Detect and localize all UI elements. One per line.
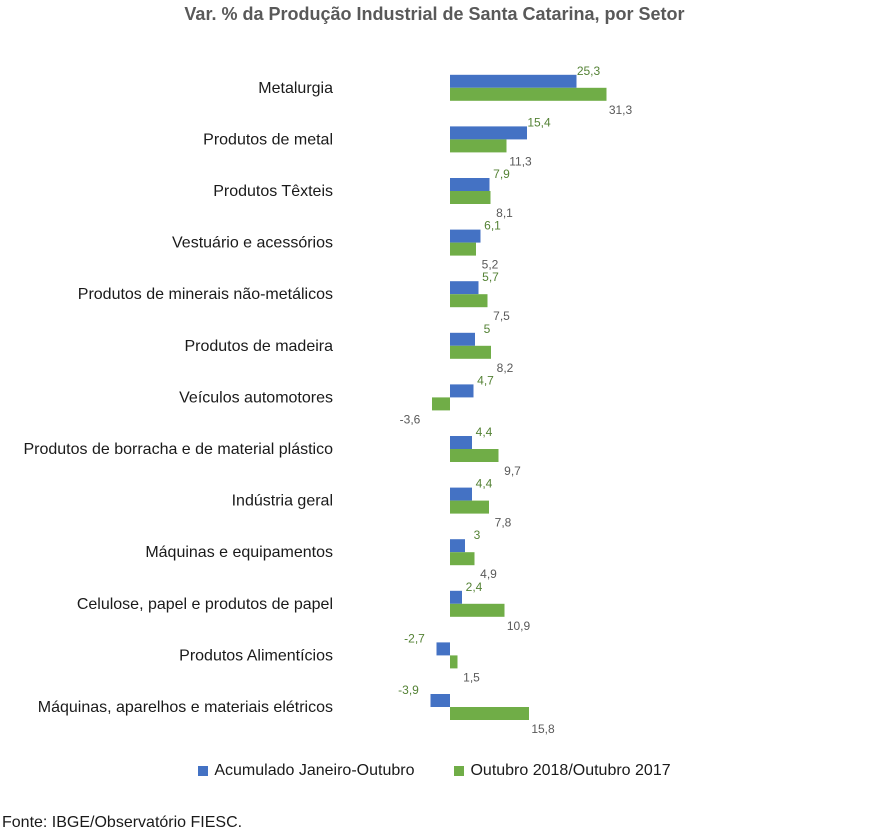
data-label-series-2: -3,6	[400, 412, 421, 426]
data-label-series-2: 5,2	[482, 258, 499, 272]
bar-series-1	[450, 590, 462, 604]
bar-series-1	[450, 487, 472, 501]
bar-series-2	[450, 655, 458, 669]
data-label-series-1: 2,4	[466, 580, 483, 594]
bar-series-1	[436, 642, 450, 656]
legend-label-series-2: Outubro 2018/Outubro 2017	[470, 762, 671, 779]
data-label-series-1: 4,4	[476, 425, 493, 439]
bar-series-2	[450, 242, 476, 256]
legend-item-series-2: Outubro 2018/Outubro 2017	[454, 762, 671, 780]
data-label-series-2: 15,8	[531, 722, 555, 736]
data-label-series-2: 11,3	[509, 154, 532, 168]
data-label-series-2: 8,2	[497, 361, 514, 375]
data-label-series-1: 3	[474, 528, 481, 542]
bar-series-1	[450, 229, 481, 243]
data-label-series-2: 7,8	[495, 516, 512, 530]
bar-series-1	[450, 126, 527, 140]
bar-series-2	[450, 500, 489, 514]
category-label: Produtos de minerais não-metálicos	[78, 286, 333, 303]
category-label: Máquinas e equipamentos	[145, 544, 333, 561]
category-label: Máquinas, aparelhos e materiais elétrico…	[38, 699, 333, 716]
bar-series-2	[450, 707, 529, 720]
category-label: Produtos de madeira	[184, 338, 333, 355]
data-label-series-1: -3,9	[398, 683, 419, 697]
category-label: Indústria geral	[232, 493, 333, 510]
bar-series-2	[450, 139, 507, 153]
data-label-series-1: 5,7	[482, 270, 499, 284]
legend: Acumulado Janeiro-Outubro Outubro 2018/O…	[0, 762, 869, 780]
data-label-series-2: 9,7	[504, 464, 521, 478]
category-label: Metalurgia	[258, 80, 333, 97]
bar-chart: Metalurgia 25,3 31,3 Produtos de metal 15,4 1…	[23, 64, 633, 736]
category-label: Produtos de metal	[203, 131, 333, 148]
bar-series-1	[450, 178, 490, 191]
category-label: Veículos automotores	[179, 389, 333, 406]
data-label-series-1: -2,7	[404, 631, 425, 645]
bar-series-2	[450, 603, 505, 617]
data-label-series-2: 1,5	[463, 670, 480, 684]
category-label: Produtos de borracha e de material plást…	[23, 441, 333, 458]
data-label-series-1: 5	[484, 322, 491, 336]
bar-series-1	[450, 539, 465, 553]
data-label-series-1: 4,4	[476, 477, 493, 491]
category-label: Celulose, papel e produtos de papel	[77, 596, 333, 613]
bar-series-2	[450, 87, 607, 101]
data-label-series-1: 25,3	[577, 64, 601, 78]
data-label-series-2: 4,9	[480, 567, 497, 581]
legend-swatch-series-1	[198, 766, 209, 776]
data-label-series-2: 8,1	[496, 206, 513, 220]
bar-series-2	[450, 345, 491, 359]
data-label-series-2: 10,9	[507, 619, 531, 633]
data-label-series-2: 31,3	[609, 103, 633, 117]
data-label-series-1: 4,7	[477, 373, 494, 387]
data-label-series-1: 7,9	[493, 167, 510, 181]
chart-title: Var. % da Produção Industrial de Santa C…	[184, 4, 685, 24]
bar-series-1	[430, 694, 450, 707]
category-label: Produtos Têxteis	[213, 183, 333, 200]
data-label-series-1: 15,4	[527, 115, 551, 129]
legend-label-series-1: Acumulado Janeiro-Outubro	[214, 762, 415, 779]
data-label-series-2: 7,5	[493, 309, 510, 323]
bar-series-2	[450, 449, 499, 462]
legend-swatch-series-2	[454, 766, 465, 776]
bar-series-2	[450, 191, 491, 204]
bar-series-2	[450, 294, 488, 308]
source-note: Fonte: IBGE/Observatório FIESC.	[2, 814, 243, 831]
bar-series-2	[450, 552, 475, 566]
category-label: Produtos Alimentícios	[179, 647, 333, 664]
legend-item-series-1: Acumulado Janeiro-Outubro	[198, 762, 414, 780]
category-label: Vestuário e acessórios	[172, 235, 333, 252]
bar-series-1	[450, 332, 475, 346]
bar-series-1	[450, 384, 474, 398]
bar-series-1	[450, 74, 577, 88]
data-label-series-1: 6,1	[484, 219, 501, 233]
bar-series-1	[450, 281, 479, 295]
bar-series-1	[450, 436, 472, 449]
bar-series-2	[432, 397, 450, 411]
